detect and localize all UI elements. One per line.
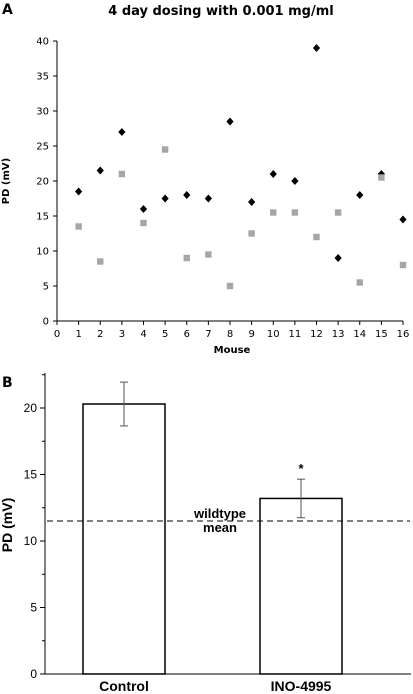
scatter-point-square: [313, 233, 320, 241]
scatter-point-square: [399, 261, 407, 269]
scatter-point-square: [161, 146, 169, 153]
scatter-title: 4 day dosing with 0.001 mg/ml: [108, 4, 333, 19]
panel-b-label: B: [2, 375, 13, 391]
scatter-x-tick-label: 0: [54, 329, 60, 340]
scatter-point-diamond: [356, 191, 364, 199]
scatter-y-tick-label: 5: [43, 282, 49, 293]
bar-y-tick-label: 10: [24, 534, 38, 548]
scatter-x-tick-label: 7: [205, 329, 211, 340]
significance-marker: *: [298, 461, 304, 476]
scatter-point-square: [378, 174, 385, 181]
scatter-point-diamond: [139, 205, 148, 213]
scatter-point-diamond: [75, 187, 83, 196]
scatter-x-tick-label: 3: [119, 329, 125, 340]
scatter-x-tick-label: 6: [184, 329, 190, 340]
scatter-point-diamond: [291, 177, 299, 185]
scatter-x-tick-label: 10: [267, 329, 280, 340]
scatter-point-square: [291, 209, 299, 216]
scatter-x-ticks: 0 1 2 3 4 5 6 7 8 9 10 11 12 13 14 15 16: [54, 321, 410, 340]
scatter-x-tick-label: 9: [248, 329, 254, 340]
bar-y-tick-label: 20: [24, 401, 38, 415]
scatter-x-tick-label: 15: [375, 329, 388, 340]
scatter-point-square: [270, 209, 277, 216]
scatter-y-tick-label: 35: [36, 72, 49, 83]
wildtype-label: wildtype: [193, 506, 246, 521]
bar-category-label: INO-4995: [271, 678, 332, 694]
scatter-point-square: [75, 223, 82, 230]
scatter-x-label: Mouse: [214, 345, 251, 356]
bars: *: [82, 381, 343, 675]
scatter-point-diamond: [399, 215, 407, 224]
scatter-y-label: PD (mV): [1, 158, 12, 204]
scatter-x-tick-label: 2: [97, 329, 103, 340]
scatter-point-diamond: [183, 191, 191, 199]
scatter-x-tick-label: 16: [397, 329, 410, 340]
scatter-y-tick-label: 15: [36, 212, 49, 223]
bar-y-tick-label: 0: [30, 667, 37, 681]
scatter-x-tick-label: 5: [162, 329, 168, 340]
scatter-point-diamond: [312, 44, 321, 52]
scatter-point-diamond: [269, 170, 277, 178]
scatter-point-diamond: [161, 194, 169, 203]
scatter-point-square: [97, 258, 104, 265]
scatter-point-square: [248, 230, 255, 237]
scatter-y-tick-label: 0: [43, 317, 49, 328]
mean-label: mean: [203, 520, 237, 535]
bar-y-label: PD (mV): [0, 498, 15, 552]
scatter-point-diamond: [204, 194, 212, 203]
panel-a-label: A: [2, 2, 13, 18]
scatter-y-tick-label: 25: [36, 142, 49, 153]
bar-0: [82, 403, 166, 675]
scatter-point-diamond: [118, 128, 126, 136]
scatter-x-tick-label: 12: [310, 329, 323, 340]
scatter-point-square: [226, 282, 234, 290]
bar-y-ticks: 0 5 10 15 20: [24, 374, 45, 681]
scatter-point-square: [334, 209, 342, 216]
scatter-x-tick-label: 1: [75, 329, 81, 340]
bar-chart: 0 5 10 15 20 * wildtype mean Control INO-4995…: [0, 373, 411, 694]
scatter-points: [75, 44, 407, 290]
bar-1: [259, 497, 343, 675]
bar-y-tick-label: 15: [24, 468, 38, 482]
scatter-point-square: [205, 251, 212, 258]
bar-y-tick-label: 5: [30, 601, 37, 615]
scatter-point-square: [183, 254, 190, 262]
scatter-y-tick-label: 40: [36, 37, 49, 48]
scatter-y-tick-label: 20: [36, 177, 49, 188]
scatter-x-tick-label: 8: [227, 329, 233, 340]
bar-category-label: Control: [99, 678, 149, 694]
scatter-x-tick-label: 13: [332, 329, 345, 340]
scatter-point-diamond: [96, 166, 104, 175]
scatter-y-tick-label: 30: [36, 107, 49, 118]
scatter-y-tick-label: 10: [36, 247, 49, 258]
scatter-point-square: [356, 279, 363, 286]
scatter-x-tick-label: 14: [353, 329, 366, 340]
scatter-point-diamond: [226, 117, 234, 126]
scatter-x-tick-label: 4: [140, 329, 146, 340]
scatter-y-ticks: 0 5 10 15 20 25 30 35 40: [36, 37, 57, 328]
scatter-point-diamond: [334, 254, 342, 262]
bar-category-labels: Control INO-4995: [99, 678, 331, 694]
scatter-point-square: [118, 170, 126, 178]
scatter-x-tick-label: 11: [289, 329, 302, 340]
scatter-point-square: [140, 219, 147, 227]
scatter-point-diamond: [248, 198, 256, 206]
